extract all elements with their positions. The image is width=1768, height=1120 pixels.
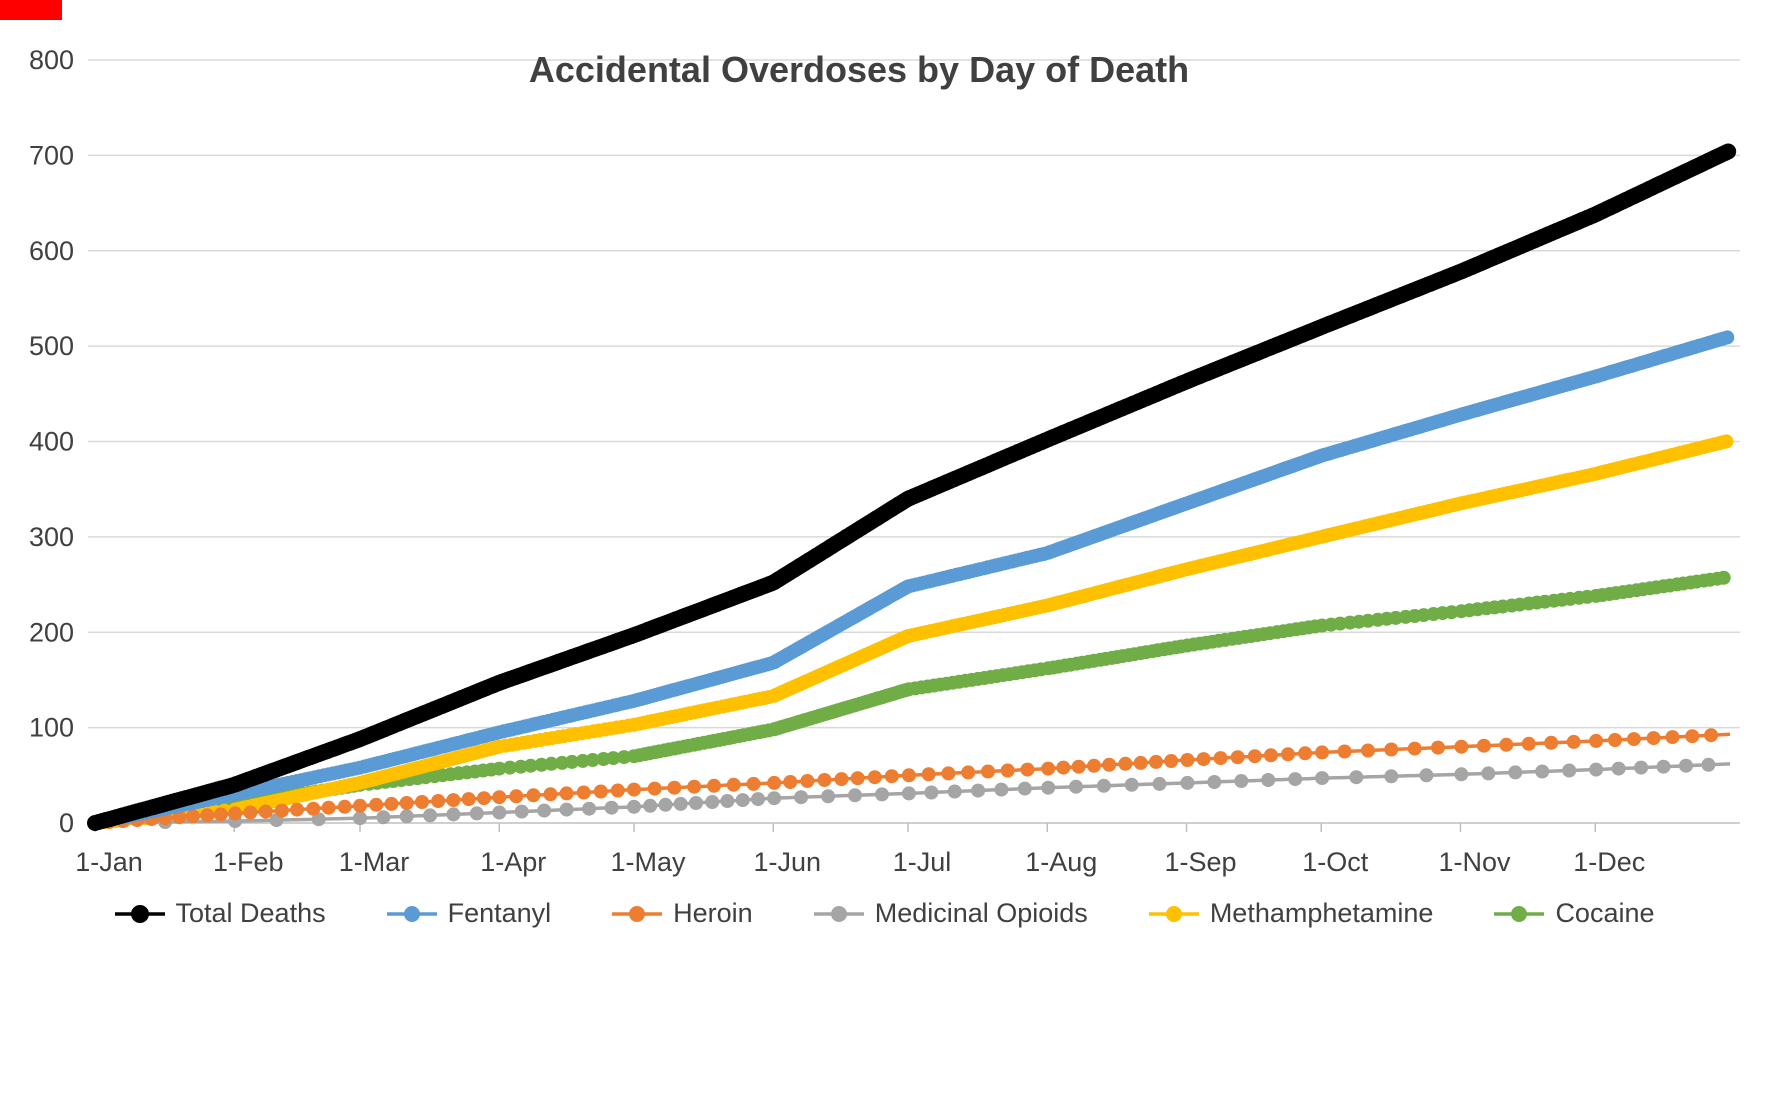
legend-item-medicinal-opioids[interactable]: Medicinal Opioids	[813, 898, 1088, 929]
x-axis-label: 1-Nov	[1438, 847, 1511, 877]
x-axis: 1-Jan 1-Feb 1-Mar 1-Apr 1-May 1-Jun 1-Jul 1-Aug…	[75, 823, 1645, 877]
legend-item-fentanyl[interactable]: Fentanyl	[386, 898, 552, 929]
y-axis-label: 300	[29, 522, 74, 552]
x-axis-label: 1-Oct	[1302, 847, 1369, 877]
series-heroin	[88, 728, 1731, 830]
y-axis-label: 500	[29, 331, 74, 361]
chart-title: Accidental Overdoses by Day of Death	[529, 49, 1189, 90]
y-axis-label: 400	[29, 427, 74, 457]
series-fentanyl	[88, 330, 1735, 830]
x-axis-label: 1-Jan	[75, 847, 143, 877]
y-axis-label: 0	[59, 808, 74, 838]
series-total-deaths	[87, 143, 1737, 831]
legend-item-heroin[interactable]: Heroin	[611, 898, 753, 929]
legend-marker-icon	[114, 904, 165, 923]
x-axis-label: 1-Jul	[893, 847, 952, 877]
legend-label: Cocaine	[1555, 898, 1655, 928]
legend-item-cocaine[interactable]: Cocaine	[1493, 898, 1655, 929]
x-axis-label: 1-Aug	[1025, 847, 1097, 877]
y-axis-label: 200	[29, 617, 74, 647]
x-axis-label: 1-Mar	[339, 847, 410, 877]
legend-marker-icon	[1494, 905, 1545, 922]
series-medicinal-opioids	[88, 757, 1731, 830]
chart-legend: Total Deaths Fentanyl Heroin Medicinal Opio…	[0, 898, 1768, 929]
y-axis-label: 800	[29, 45, 74, 75]
x-axis-label: 1-Dec	[1573, 847, 1645, 877]
legend-label: Methamphetamine	[1209, 898, 1434, 928]
legend-label: Heroin	[673, 898, 753, 928]
top-left-red-strip	[0, 0, 62, 20]
legend-marker-icon	[1148, 905, 1199, 922]
legend-item-methamphetamine[interactable]: Methamphetamine	[1148, 898, 1434, 929]
y-axis-label: 700	[29, 140, 74, 170]
legend-marker-icon	[386, 905, 437, 922]
x-axis-label: 1-Apr	[480, 847, 546, 877]
x-axis-label: 1-May	[611, 847, 687, 877]
legend-item-total-deaths[interactable]: Total Deaths	[114, 898, 326, 929]
x-axis-label: 1-Feb	[213, 847, 284, 877]
legend-label: Fentanyl	[447, 898, 552, 928]
gridlines: 0 100 200 300 400 500 600 700 800	[29, 45, 1740, 838]
legend-label: Medicinal Opioids	[874, 898, 1088, 928]
legend-marker-icon	[813, 905, 864, 922]
x-axis-label: 1-Jun	[753, 847, 821, 877]
legend-marker-icon	[612, 905, 663, 922]
legend-label: Total Deaths	[175, 898, 326, 928]
x-axis-label: 1-Sep	[1164, 847, 1236, 877]
y-axis-label: 100	[29, 713, 74, 743]
y-axis-label: 600	[29, 236, 74, 266]
